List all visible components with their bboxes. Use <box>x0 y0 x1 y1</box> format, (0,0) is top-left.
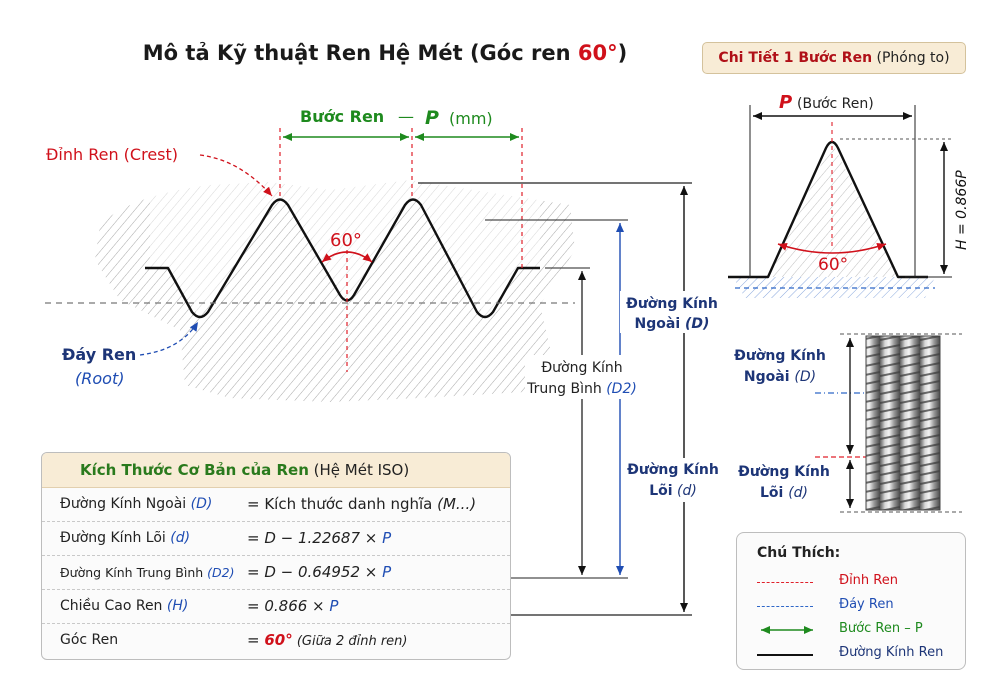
svg-text:Đường Kính: Đường Kính <box>627 462 719 478</box>
root-label: Đáy Ren <box>62 345 136 364</box>
bolt-minor-label: Đường Kính Lõi (d) <box>738 464 830 501</box>
row-value: = 60° (Giữa 2 đỉnh ren) <box>247 631 408 649</box>
formula-table-subtitle: (Hệ Mét ISO) <box>308 461 410 479</box>
pitch-label: Bước Ren <box>300 107 384 126</box>
crest-label: Đỉnh Ren (Crest) <box>46 145 178 164</box>
angle-label: 60° <box>330 230 362 251</box>
table-row: Đường Kính Trung Bình (D2) = D − 0.64952… <box>42 556 510 590</box>
legend-item-diameter: Đường Kính Ren <box>757 645 957 663</box>
pitch-symbol: P <box>425 107 439 129</box>
detail-title-bold: Chi Tiết 1 Bước Ren <box>718 50 873 66</box>
detail-title-rest: (Phóng to) <box>872 50 950 66</box>
legend: Chú Thích: Đỉnh Ren Đáy Ren Bước Ren – P… <box>736 532 966 670</box>
svg-text:Ngoài (D): Ngoài (D) <box>744 369 816 385</box>
svg-text:Trung Bình (D2): Trung Bình (D2) <box>526 381 637 397</box>
row-label: Đường Kính Ngoài (D) <box>60 496 213 512</box>
table-row: Đường Kính Lõi (d) = D − 1.22687 × P <box>42 522 510 556</box>
svg-text:Đường Kính: Đường Kính <box>738 464 830 480</box>
formula-table-header: Kích Thước Cơ Bản của Ren (Hệ Mét ISO) <box>42 453 510 488</box>
row-label: Góc Ren <box>60 632 119 648</box>
minor-diameter-label: Đường Kính Lõi (d) <box>627 458 720 502</box>
legend-item-crest: Đỉnh Ren <box>757 573 957 591</box>
pitch-dash: — <box>398 107 414 126</box>
row-value: = D − 0.64952 × P <box>247 563 392 581</box>
detail-title: Chi Tiết 1 Bước Ren (Phóng to) <box>702 42 966 74</box>
svg-text:Ngoài (D): Ngoài (D) <box>635 316 710 332</box>
single-pitch-detail <box>728 105 952 298</box>
root-label-en: (Root) <box>75 369 124 388</box>
svg-text:Lõi (d): Lõi (d) <box>649 483 697 499</box>
table-row: Đường Kính Ngoài (D) = Kích thước danh n… <box>42 488 510 522</box>
bolt-outer-label: Đường Kính Ngoài (D) <box>734 348 826 385</box>
formula-table: Kích Thước Cơ Bản của Ren (Hệ Mét ISO) Đ… <box>41 452 511 660</box>
row-value: = Kích thước danh nghĩa (M...) <box>247 495 477 513</box>
legend-title: Chú Thích: <box>757 545 841 561</box>
row-label: Đường Kính Trung Bình (D2) <box>60 565 235 580</box>
page-title: Mô tả Kỹ thuật Ren Hệ Mét (Góc ren 60°) <box>143 41 627 65</box>
formula-table-title: Kích Thước Cơ Bản của Ren <box>80 461 309 479</box>
row-value: = 0.866 × P <box>247 597 339 615</box>
svg-text:Đường Kính: Đường Kính <box>626 296 718 312</box>
bolt-image <box>865 335 941 511</box>
legend-item-root: Đáy Ren <box>757 597 957 615</box>
row-value: = D − 1.22687 × P <box>247 529 392 547</box>
double-arrow-icon <box>761 626 813 634</box>
table-row: Góc Ren = 60° (Giữa 2 đỉnh ren) <box>42 624 510 657</box>
svg-text:Đường Kính: Đường Kính <box>541 360 622 376</box>
svg-text:Đường Kính: Đường Kính <box>734 348 826 364</box>
pitch-unit: (mm) <box>449 109 493 128</box>
table-row: Chiều Cao Ren (H) = 0.866 × P <box>42 590 510 624</box>
detail-height-label: H = 0.866P <box>954 170 970 250</box>
row-label: Chiều Cao Ren (H) <box>60 598 189 614</box>
pitch-diameter-label: Đường Kính Trung Bình (D2) <box>525 355 640 399</box>
svg-text:Lõi (d): Lõi (d) <box>760 485 808 501</box>
legend-item-pitch: Bước Ren – P <box>757 621 957 639</box>
row-label: Đường Kính Lõi (d) <box>60 530 191 546</box>
detail-angle-label: 60° <box>818 255 848 275</box>
detail-pitch-label: (Bước Ren) <box>797 96 874 112</box>
angle-arc <box>321 251 373 263</box>
detail-pitch-symbol: P <box>779 92 792 113</box>
outer-diameter-label: Đường Kính Ngoài (D) <box>620 291 724 333</box>
